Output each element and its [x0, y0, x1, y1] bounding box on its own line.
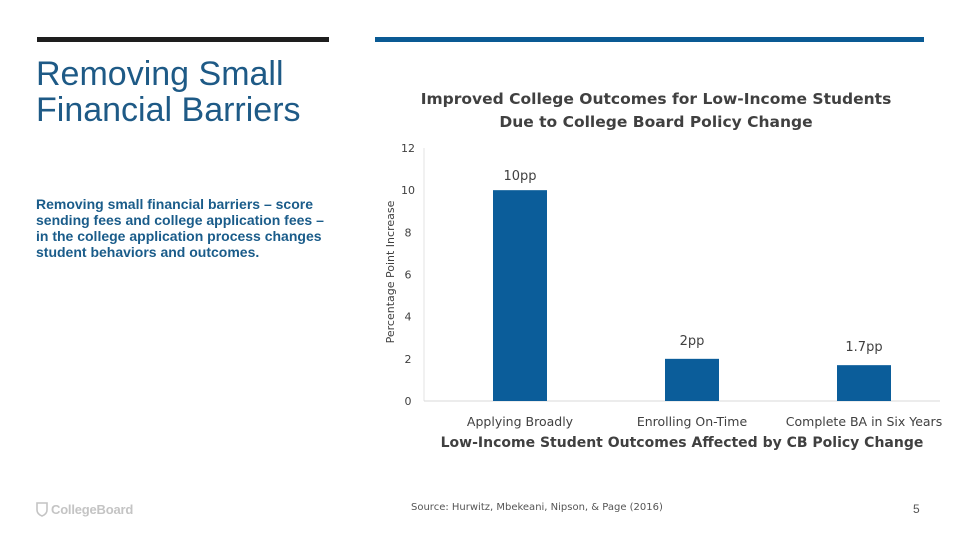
- y-tick-label: 6: [405, 269, 412, 282]
- x-category-label: Enrolling On-Time: [637, 414, 748, 429]
- bar-2: [837, 365, 891, 401]
- page-number: 5: [913, 502, 920, 516]
- y-tick-label: 4: [405, 311, 412, 324]
- y-tick-label: 2: [405, 353, 412, 366]
- bar-data-label: 1.7pp: [845, 340, 882, 355]
- y-axis-label: Percentage Point Increase: [384, 200, 397, 343]
- x-category-label: Applying Broadly: [467, 414, 574, 429]
- collegeboard-shield-icon: [36, 501, 48, 517]
- logo-text: CollegeBoard: [51, 501, 134, 517]
- source-citation: Source: Hurwitz, Mbekeani, Nipson, & Pag…: [411, 502, 663, 513]
- y-tick-label: 12: [401, 142, 415, 155]
- bar-data-label: 10pp: [503, 169, 536, 184]
- y-tick-label: 8: [405, 226, 412, 239]
- bar-1: [665, 358, 719, 401]
- title-rule-right: [375, 37, 924, 42]
- bar-0: [493, 190, 547, 401]
- chart-title-line-1: Improved College Outcomes for Low-Income…: [421, 90, 892, 108]
- bar-data-label: 2pp: [680, 334, 705, 349]
- collegeboard-logo: CollegeBoard: [36, 499, 133, 519]
- y-tick-label: 10: [401, 184, 415, 197]
- chart-title-line-2: Due to College Board Policy Change: [499, 113, 812, 131]
- slide-title: Removing Small Financial Barriers: [36, 55, 301, 129]
- title-rule-left: [37, 37, 329, 42]
- x-axis-label: Low-Income Student Outcomes Affected by …: [441, 435, 924, 451]
- y-tick-label: 0: [405, 395, 412, 408]
- slide-body-text: Removing small financial barriers – scor…: [36, 196, 324, 260]
- x-category-label: Complete BA in Six Years: [786, 414, 942, 429]
